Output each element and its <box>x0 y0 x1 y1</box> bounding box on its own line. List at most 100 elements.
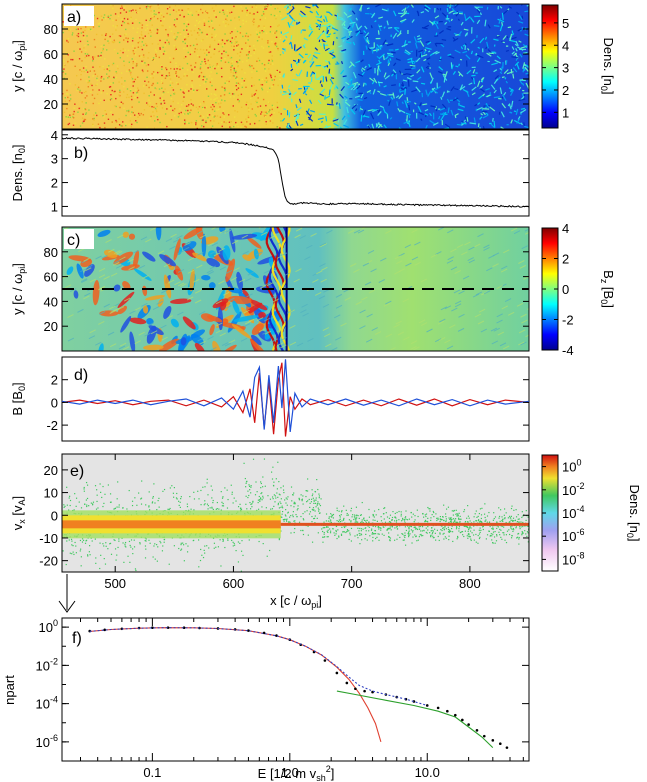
phase-particle <box>324 526 326 529</box>
density-speck <box>183 29 185 31</box>
phase-particle <box>504 539 506 541</box>
phase-particle <box>248 494 250 497</box>
density-speck <box>262 98 265 101</box>
phase-particle <box>284 499 286 501</box>
phase-particle <box>502 532 504 534</box>
density-filament <box>524 66 529 72</box>
density-filament <box>299 123 304 126</box>
field-streak <box>77 308 84 313</box>
field-streak <box>276 241 284 245</box>
density-speck <box>201 106 204 109</box>
phase-particle <box>145 504 147 506</box>
density-speck <box>265 5 268 8</box>
phase-particle <box>118 504 120 506</box>
phase-particle <box>308 498 310 501</box>
density-speck <box>196 32 199 34</box>
phase-particle <box>277 461 279 463</box>
density-speck <box>254 4 257 6</box>
density-speck <box>226 80 228 82</box>
field-streak <box>147 322 154 327</box>
phase-particle <box>71 544 73 546</box>
spectrum-point <box>454 713 457 717</box>
density-filament <box>463 119 467 123</box>
density-filament <box>509 111 513 114</box>
density-filament <box>377 109 381 113</box>
phase-particle <box>148 505 150 507</box>
phase-particle <box>310 498 313 500</box>
density-speck <box>215 4 217 7</box>
phase-particle <box>486 515 489 517</box>
density-speck <box>80 51 83 53</box>
density-filament <box>493 44 496 47</box>
density-speck <box>244 125 246 128</box>
density-speck <box>177 32 179 34</box>
phase-particle <box>347 514 349 516</box>
density-speck <box>100 15 103 17</box>
density-filament <box>310 76 313 83</box>
density-speck <box>221 39 224 41</box>
phase-particle <box>404 517 406 519</box>
phase-particle <box>88 551 90 553</box>
density-speck <box>246 9 248 12</box>
density-speck <box>152 77 154 79</box>
phase-particle <box>378 528 380 530</box>
density-speck <box>243 80 246 82</box>
density-speck <box>104 110 107 113</box>
phase-particle <box>467 521 469 523</box>
density-speck <box>156 29 159 31</box>
density-filament <box>415 112 418 119</box>
colorbar-tick-label: 5 <box>562 16 569 31</box>
density-filament <box>479 37 485 44</box>
phase-particle <box>479 531 481 534</box>
density-filament <box>391 73 394 77</box>
density-filament <box>401 101 404 105</box>
phase-particle <box>144 557 147 559</box>
density-filament <box>475 108 477 112</box>
phase-particle <box>455 528 458 530</box>
phase-particle <box>443 504 445 506</box>
density-speck <box>153 115 155 117</box>
phase-particle <box>512 517 515 519</box>
density-speck <box>136 93 139 96</box>
density-speck <box>218 100 220 102</box>
phase-particle <box>248 539 250 541</box>
density-speck <box>90 91 92 93</box>
density-speck <box>141 27 143 29</box>
field-eddy <box>129 317 147 325</box>
phase-particle <box>405 510 407 512</box>
density-speck <box>145 7 148 10</box>
density-speck <box>270 4 272 6</box>
field-streak <box>359 325 366 330</box>
density-filament <box>511 56 518 59</box>
phase-particle <box>451 525 453 527</box>
phase-particle <box>63 504 65 506</box>
phase-particle <box>274 501 276 503</box>
density-speck <box>163 91 165 94</box>
field-streak <box>197 337 204 342</box>
phase-particle <box>486 521 488 523</box>
field-streak <box>483 290 491 295</box>
density-speck <box>138 22 141 24</box>
phase-particle <box>102 485 104 488</box>
phase-particle <box>419 534 421 536</box>
density-speck <box>94 73 97 75</box>
density-filament <box>392 32 398 39</box>
field-streak <box>113 259 121 264</box>
density-speck <box>118 81 120 83</box>
density-filament <box>320 42 322 47</box>
density-speck <box>216 109 218 111</box>
density-speck <box>156 105 158 108</box>
density-filament <box>383 72 387 78</box>
density-filament <box>373 77 378 84</box>
field-streak <box>166 315 174 320</box>
phase-particle <box>66 486 68 488</box>
phase-particle <box>199 559 202 562</box>
phase-particle <box>275 478 277 480</box>
phase-particle <box>215 508 217 510</box>
density-speck <box>237 44 240 46</box>
density-speck <box>224 89 226 92</box>
density-speck <box>148 99 150 101</box>
density-speck <box>175 38 177 40</box>
density-speck <box>179 89 182 91</box>
density-speck <box>134 54 137 56</box>
